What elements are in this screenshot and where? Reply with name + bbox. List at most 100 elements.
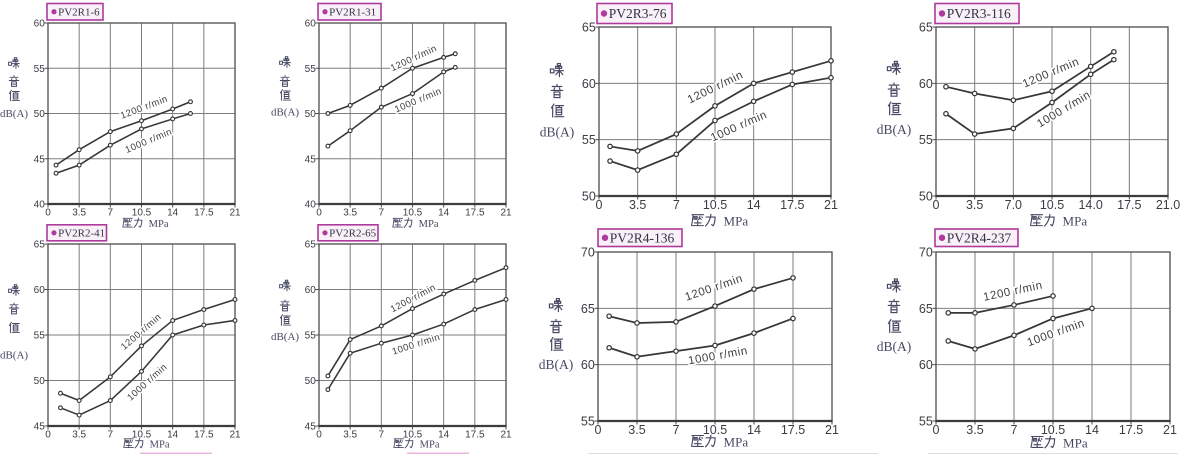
svg-text:50: 50 — [582, 190, 596, 204]
svg-text:1200 r/min: 1200 r/min — [686, 69, 745, 106]
svg-text:65: 65 — [919, 302, 933, 316]
svg-text:60: 60 — [305, 285, 317, 296]
svg-text:1000 r/min: 1000 r/min — [125, 362, 169, 404]
svg-text:1000 r/min: 1000 r/min — [1026, 317, 1087, 349]
svg-text:10.5: 10.5 — [132, 208, 152, 219]
svg-text:3.5: 3.5 — [72, 430, 86, 441]
svg-text:7: 7 — [379, 208, 385, 219]
svg-text:10.5: 10.5 — [403, 208, 423, 219]
svg-text:17.5: 17.5 — [780, 198, 804, 212]
svg-text:14.0: 14.0 — [1078, 198, 1102, 212]
svg-text:55: 55 — [34, 331, 46, 342]
svg-text:55: 55 — [919, 133, 933, 147]
svg-text:21: 21 — [229, 208, 241, 219]
svg-text:1200 r/min: 1200 r/min — [684, 273, 745, 304]
svg-text:21: 21 — [229, 430, 241, 441]
svg-text:65: 65 — [34, 240, 46, 251]
svg-text:7: 7 — [673, 423, 680, 437]
svg-text:14: 14 — [747, 423, 761, 437]
svg-text:21: 21 — [500, 430, 512, 441]
svg-text:7: 7 — [1011, 423, 1018, 437]
svg-text:10.5: 10.5 — [1041, 423, 1065, 437]
svg-text:7.0: 7.0 — [1005, 198, 1022, 212]
svg-text:MPa: MPa — [149, 219, 169, 230]
svg-text:60: 60 — [305, 19, 317, 30]
svg-text:PV2R3-116: PV2R3-116 — [947, 6, 1011, 21]
svg-text:1200 r/min: 1200 r/min — [119, 94, 170, 122]
svg-text:PV2R2-65: PV2R2-65 — [329, 228, 377, 240]
svg-text:45: 45 — [34, 422, 46, 433]
svg-text:17.5: 17.5 — [1119, 423, 1143, 437]
svg-text:dB(A): dB(A) — [539, 357, 574, 372]
svg-text:PV2R2-41: PV2R2-41 — [58, 228, 105, 240]
svg-text:60: 60 — [34, 19, 46, 30]
svg-text:MPa: MPa — [1063, 214, 1088, 229]
svg-text:dB(A): dB(A) — [271, 331, 299, 343]
svg-text:60: 60 — [34, 285, 46, 296]
svg-text:MPa: MPa — [724, 214, 749, 229]
svg-text:1000 r/min: 1000 r/min — [1035, 89, 1093, 130]
svg-text:0: 0 — [45, 430, 51, 441]
svg-text:1000 r/min: 1000 r/min — [124, 126, 174, 156]
svg-text:PV2R1-31: PV2R1-31 — [329, 7, 376, 19]
svg-text:dB(A): dB(A) — [0, 108, 28, 120]
svg-text:60: 60 — [582, 77, 596, 91]
svg-text:MPa: MPa — [150, 440, 170, 451]
svg-text:60: 60 — [919, 77, 933, 91]
svg-text:14: 14 — [167, 430, 179, 441]
svg-text:dB(A): dB(A) — [877, 339, 912, 354]
svg-text:21: 21 — [824, 198, 838, 212]
svg-text:60: 60 — [581, 358, 595, 372]
svg-text:10.5: 10.5 — [703, 198, 727, 212]
svg-text:65: 65 — [581, 302, 595, 316]
svg-text:55: 55 — [582, 133, 596, 147]
svg-text:65: 65 — [305, 240, 317, 251]
svg-text:3.5: 3.5 — [629, 198, 646, 212]
svg-text:21.0: 21.0 — [1156, 198, 1180, 212]
svg-text:17.5: 17.5 — [1117, 198, 1141, 212]
svg-text:50: 50 — [34, 109, 46, 120]
svg-text:65: 65 — [919, 21, 933, 35]
svg-text:17.5: 17.5 — [194, 208, 214, 219]
svg-text:55: 55 — [305, 64, 317, 75]
svg-text:0: 0 — [45, 208, 51, 219]
svg-text:70: 70 — [581, 246, 595, 260]
svg-text:PV2R4-237: PV2R4-237 — [947, 230, 1012, 245]
svg-text:7: 7 — [673, 198, 680, 212]
svg-text:dB(A): dB(A) — [877, 122, 912, 137]
svg-text:40: 40 — [34, 200, 46, 211]
svg-text:21: 21 — [500, 208, 512, 219]
svg-text:0: 0 — [316, 208, 322, 219]
svg-text:50: 50 — [34, 376, 46, 387]
svg-text:dB(A): dB(A) — [540, 125, 575, 140]
svg-text:0: 0 — [595, 423, 602, 437]
svg-text:45: 45 — [34, 154, 46, 165]
svg-text:10.5: 10.5 — [132, 430, 152, 441]
svg-text:7: 7 — [108, 430, 114, 441]
svg-text:3.5: 3.5 — [72, 208, 86, 219]
svg-text:0: 0 — [933, 423, 940, 437]
svg-text:14: 14 — [438, 208, 450, 219]
svg-text:dB(A): dB(A) — [0, 350, 28, 362]
svg-text:10.5: 10.5 — [403, 430, 423, 441]
svg-text:45: 45 — [305, 422, 317, 433]
svg-text:14: 14 — [1085, 423, 1099, 437]
svg-text:17.5: 17.5 — [465, 430, 485, 441]
svg-text:14: 14 — [167, 208, 179, 219]
svg-text:55: 55 — [305, 331, 317, 342]
svg-text:3.5: 3.5 — [343, 430, 357, 441]
svg-text:MPa: MPa — [420, 440, 440, 451]
svg-text:55: 55 — [34, 64, 46, 75]
svg-text:70: 70 — [919, 246, 933, 260]
svg-text:40: 40 — [305, 200, 317, 211]
svg-text:55: 55 — [581, 415, 595, 429]
svg-text:50: 50 — [919, 190, 933, 204]
svg-text:MPa: MPa — [1063, 435, 1088, 450]
svg-text:10.5: 10.5 — [1040, 198, 1064, 212]
svg-text:3.5: 3.5 — [628, 423, 645, 437]
svg-text:MPa: MPa — [724, 434, 749, 449]
svg-text:0: 0 — [596, 198, 603, 212]
svg-text:60: 60 — [919, 358, 933, 372]
svg-text:3.5: 3.5 — [966, 198, 983, 212]
svg-text:PV2R4-136: PV2R4-136 — [610, 230, 675, 245]
